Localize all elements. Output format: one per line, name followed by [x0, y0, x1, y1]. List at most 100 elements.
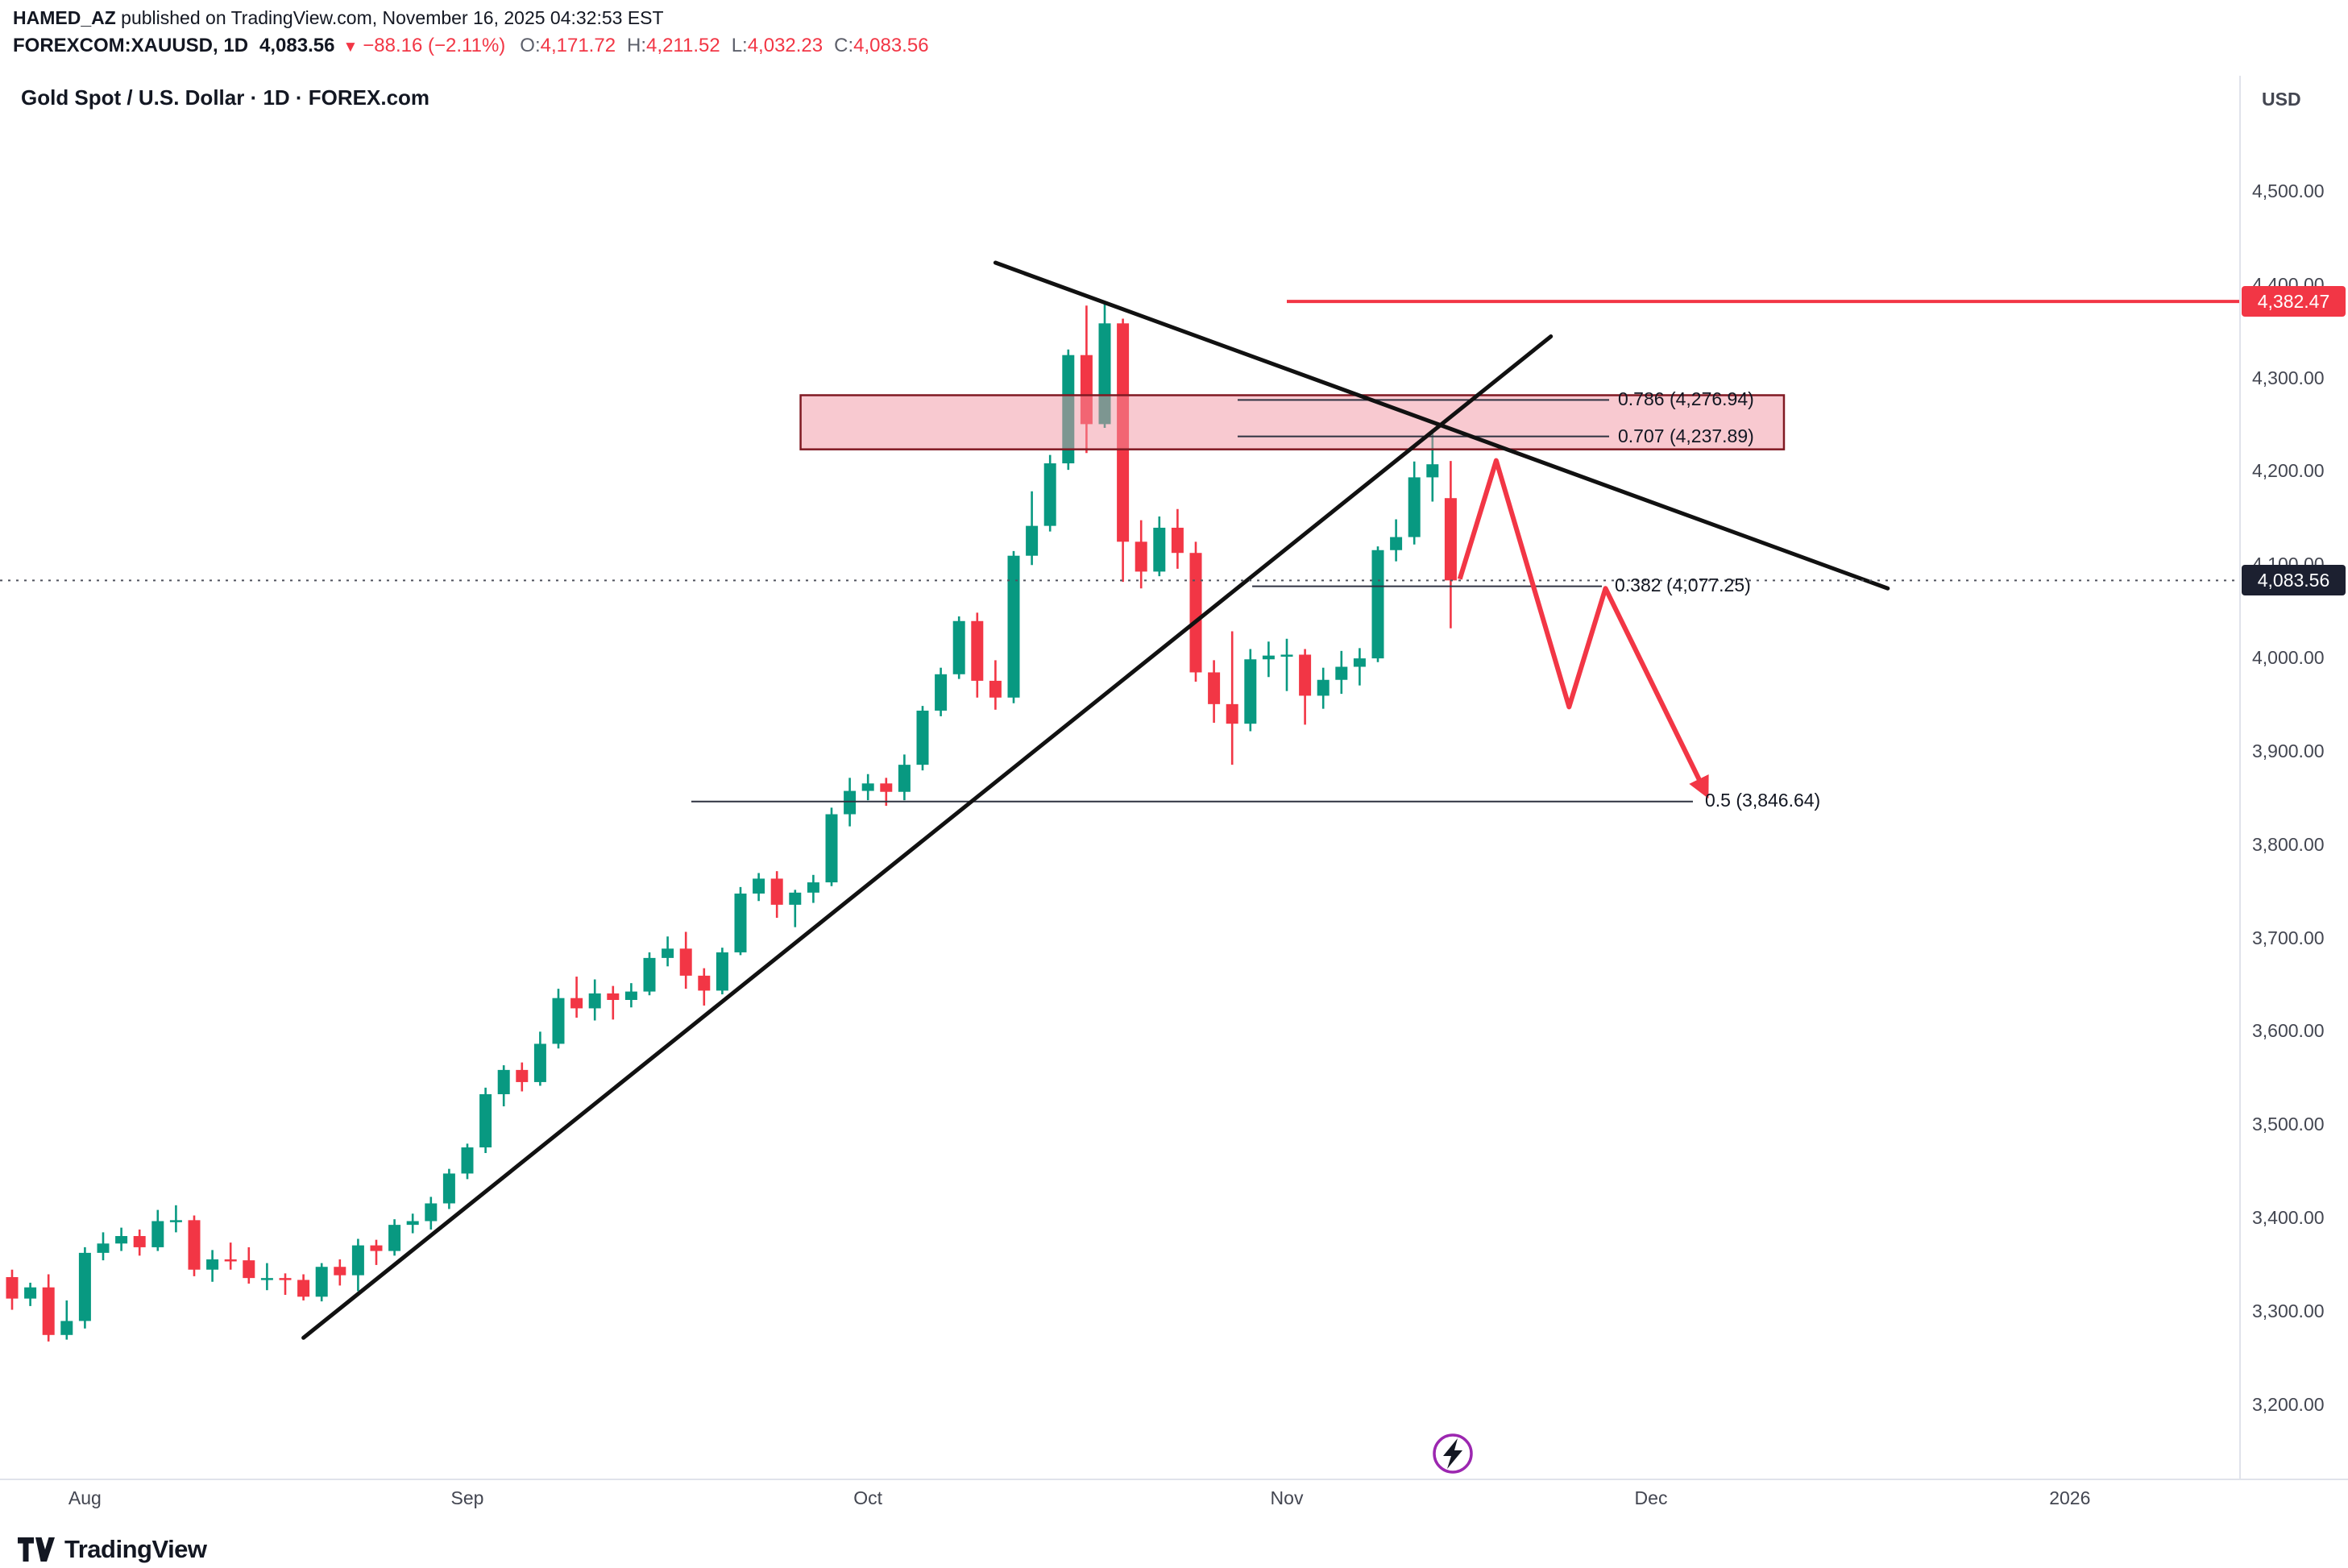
price-tick: 4,500.00 [2252, 180, 2325, 201]
candle [643, 952, 656, 996]
candle [442, 1168, 455, 1209]
candle [133, 1229, 146, 1256]
last-price: 4,083.56 [259, 35, 335, 56]
candle [533, 1031, 546, 1086]
close-value: 4,083.56 [853, 35, 929, 56]
candle [552, 989, 565, 1049]
bearish-projection-arrow [1457, 458, 1709, 799]
time-axis[interactable]: Aug Sep Oct Nov Dec 2026 [0, 1479, 2239, 1518]
supply-zone [799, 394, 1786, 450]
author-name: HAMED_AZ [13, 7, 116, 28]
candle [78, 1247, 91, 1329]
fib-label-05: 0.5 (3,846.64) [1705, 790, 1821, 811]
candle [1353, 648, 1366, 686]
month-label: Nov [1270, 1487, 1304, 1508]
price-tick: 4,200.00 [2252, 460, 2325, 482]
candle [753, 873, 765, 902]
symbol-summary: FOREXCOM:XAUUSD, 1D 4,083.56 ▼ −88.16 (−… [13, 34, 940, 60]
down-triangle-icon: ▼ [342, 39, 359, 56]
published-text: published on TradingView.com, November 1… [115, 7, 664, 28]
month-label: 2026 [2049, 1487, 2091, 1508]
candle [497, 1065, 510, 1107]
boost-button[interactable] [1433, 1433, 1473, 1474]
candle [1226, 631, 1238, 765]
candle [770, 871, 783, 919]
price-tick: 3,600.00 [2252, 1020, 2325, 1042]
price-tick: 3,300.00 [2252, 1300, 2325, 1321]
candle [1299, 649, 1312, 725]
candle [1043, 454, 1056, 532]
candle [916, 706, 929, 771]
candle [6, 1269, 19, 1310]
candle [624, 983, 637, 1008]
ohlc-low: L:4,032.23 [732, 34, 823, 58]
candle [734, 886, 747, 956]
open-label: O: [520, 35, 541, 56]
candle [1317, 667, 1330, 709]
candle [370, 1239, 383, 1265]
low-value: 4,032.23 [747, 35, 823, 56]
price-tick: 3,700.00 [2252, 927, 2325, 948]
currency-label: USD [2262, 89, 2301, 110]
price-tick: 3,200.00 [2252, 1393, 2325, 1415]
candle [989, 660, 1002, 710]
candle [1189, 541, 1202, 682]
candle [861, 774, 874, 801]
lightning-icon [1443, 1438, 1462, 1469]
candle [206, 1250, 219, 1282]
candle [825, 807, 838, 886]
price-axis[interactable]: USD 4,500.00 4,400.00 4,300.00 4,200.00 4,10… [2241, 76, 2348, 1479]
candle [570, 977, 583, 1018]
price-badge: 4,382.47 [2242, 286, 2346, 317]
price-badge: 4,083.56 [2242, 565, 2346, 596]
candle [351, 1238, 364, 1292]
candle [662, 936, 674, 967]
candle [24, 1282, 37, 1306]
candle [279, 1273, 292, 1295]
month-label: Aug [68, 1487, 102, 1508]
price-axis-separator [2239, 76, 2241, 1480]
candle [1135, 520, 1147, 589]
time-axis-separator [0, 1479, 2348, 1480]
descending-resistance-trendline [993, 260, 1890, 591]
candle [461, 1143, 474, 1180]
month-label: Dec [1634, 1487, 1668, 1508]
close-label: C: [834, 35, 854, 56]
price-tick: 3,500.00 [2252, 1114, 2325, 1135]
candle [188, 1215, 201, 1276]
candle [698, 968, 711, 1006]
ascending-support-trendline [301, 334, 1554, 1340]
price-tick: 4,000.00 [2252, 647, 2325, 669]
candle [115, 1227, 128, 1251]
price-tick: 3,900.00 [2252, 740, 2325, 761]
tradingview-logo[interactable]: TradingView [18, 1531, 207, 1568]
candle [224, 1242, 237, 1270]
candle [1171, 508, 1184, 569]
candle [1335, 650, 1348, 695]
published-byline: HAMED_AZ published on TradingView.com, N… [13, 6, 664, 29]
candle [260, 1263, 273, 1291]
price-tick: 3,800.00 [2252, 833, 2325, 855]
candle [297, 1274, 310, 1300]
month-label: Oct [853, 1487, 883, 1508]
candle [334, 1259, 346, 1286]
candle [679, 931, 692, 989]
ohlc-high: H:4,211.52 [627, 34, 720, 58]
fib-label-0707: 0.707 (4,237.89) [1618, 425, 1754, 446]
candle [388, 1219, 401, 1256]
candle [935, 667, 948, 716]
candle [971, 612, 984, 698]
month-label: Sep [450, 1487, 484, 1508]
high-label: H: [627, 35, 647, 56]
candle [1371, 546, 1384, 662]
candle [97, 1232, 110, 1261]
tradingview-wordmark: TradingView [64, 1535, 207, 1563]
candle [42, 1274, 55, 1342]
candle [169, 1205, 182, 1233]
candle [1390, 519, 1403, 562]
symbol-name: FOREXCOM:XAUUSD, 1D [13, 35, 249, 56]
candle [243, 1247, 255, 1284]
candle [516, 1062, 529, 1092]
chart-title: Gold Spot / U.S. Dollar · 1D · FOREX.com [21, 85, 430, 110]
